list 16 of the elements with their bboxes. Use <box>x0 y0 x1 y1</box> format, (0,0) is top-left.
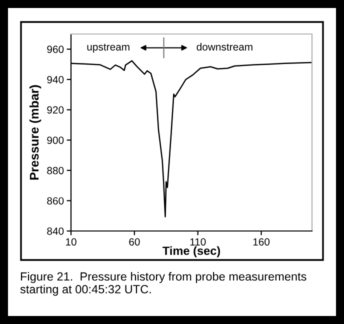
y-tick-label: 880 <box>47 166 64 174</box>
y-tick-label: 920 <box>47 106 64 114</box>
x-tick-label: 160 <box>253 238 270 246</box>
x-tick-label: 110 <box>190 238 206 246</box>
y-tick-label: 840 <box>47 228 64 235</box>
y-tick-label: 860 <box>47 197 64 205</box>
y-tick-label: 940 <box>47 76 64 84</box>
y-axis-title: Pressure (mbar) <box>29 85 42 180</box>
x-tick-label: 10 <box>66 238 76 246</box>
annotation: downstream <box>196 42 252 51</box>
y-tick-label: 900 <box>47 136 64 144</box>
x-tick-label: 60 <box>129 238 140 246</box>
caption: Figure 21. Pressure history from probe measurements starting at 00:45:32 UTC. <box>20 272 306 296</box>
annotation: upstream <box>87 44 130 53</box>
x-axis-title: Time (sec) <box>162 246 220 258</box>
y-tick-label: 960 <box>47 46 64 54</box>
